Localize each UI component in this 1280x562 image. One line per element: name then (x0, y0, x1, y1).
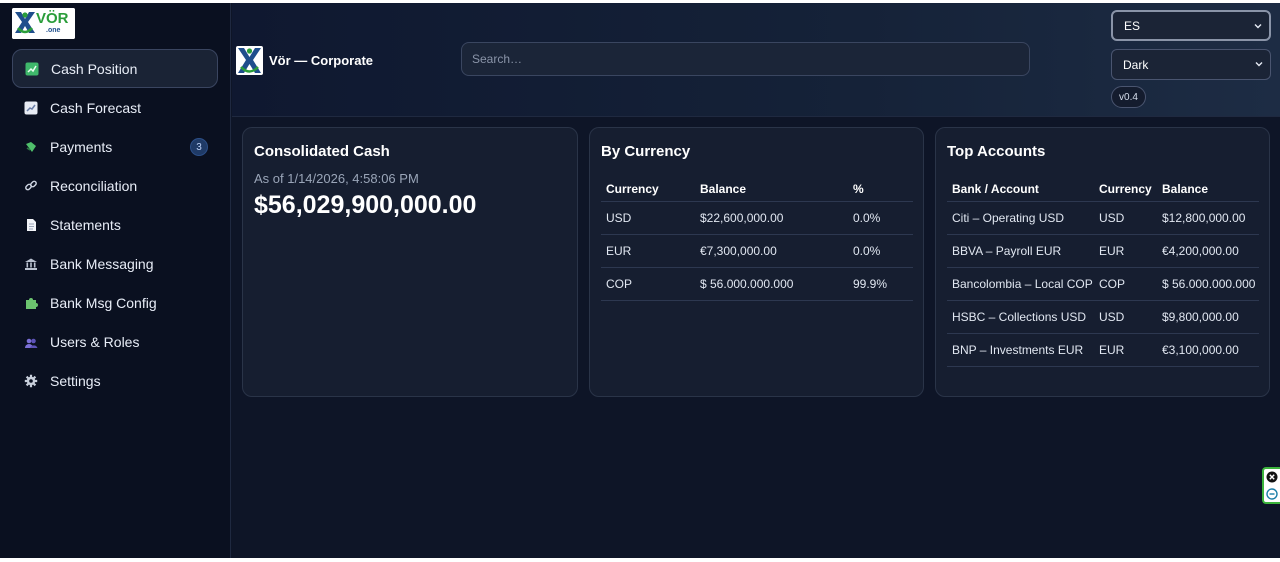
table-cell: USD (1094, 201, 1157, 235)
table-cell: 0.0% (848, 234, 913, 268)
table-cell: USD (1094, 300, 1157, 334)
table-cell: €3,100,000.00 (1157, 333, 1259, 367)
accounts-table: Bank / Account Currency Balance Citi – O… (947, 176, 1259, 367)
sidebar-item-label: Reconciliation (50, 177, 138, 194)
extension-icon[interactable] (1266, 488, 1278, 500)
sidebar-item-label: Cash Forecast (50, 99, 142, 116)
table-row: BBVA – Payroll EUR EUR €4,200,000.00 (947, 234, 1259, 268)
column-header: Currency (601, 176, 695, 202)
table-cell: COP (601, 267, 695, 301)
table-cell: EUR (1094, 234, 1157, 268)
app-window: VÖR .one Cash Position Cash Forecast Payme… (0, 3, 1280, 558)
table-cell: €4,200,000.00 (1157, 234, 1259, 268)
top-bar: Vör — Corporate ES Dark v0.4 (232, 3, 1280, 117)
floating-widget[interactable] (1262, 467, 1280, 504)
logo-subtext: .one (46, 27, 61, 34)
card-title: Top Accounts (947, 143, 1046, 160)
consolidated-amount: $56,029,900,000.00 (254, 191, 477, 219)
vor-logo[interactable]: VÖR .one (12, 8, 75, 39)
table-cell: $ 56.000.000.000 (1157, 267, 1259, 301)
table-cell: $9,800,000.00 (1157, 300, 1259, 334)
money-wings-icon (23, 139, 39, 155)
table-cell: BBVA – Payroll EUR (947, 234, 1094, 268)
sidebar-item-statements[interactable]: Statements (12, 205, 218, 244)
sidebar-item-settings[interactable]: Settings (12, 361, 218, 400)
theme-value: Dark (1123, 57, 1149, 72)
link-icon (23, 178, 39, 194)
consolidated-cash-card: Consolidated Cash As of 1/14/2026, 4:58:… (242, 127, 578, 397)
table-row: HSBC – Collections USD USD $9,800,000.00 (947, 300, 1259, 334)
currency-table: Currency Balance % USD $22,600,000.00 0.0%… (601, 176, 913, 301)
sidebar-item-cash-position[interactable]: Cash Position (12, 49, 218, 88)
table-cell: COP (1094, 267, 1157, 301)
search-input[interactable] (461, 42, 1030, 76)
sidebar: VÖR .one Cash Position Cash Forecast Payme… (0, 3, 231, 558)
table-row: Citi – Operating USD USD $12,800,000.00 (947, 201, 1259, 235)
table-cell: $ 56.000.000.000 (695, 267, 848, 301)
sidebar-item-label: Cash Position (51, 60, 138, 77)
by-currency-card: By Currency Currency Balance % USD $22,60… (589, 127, 924, 397)
sidebar-item-label: Bank Msg Config (50, 294, 157, 311)
sidebar-item-payments[interactable]: Payments 3 (12, 127, 218, 166)
table-cell: HSBC – Collections USD (947, 300, 1094, 334)
table-row: Bancolombia – Local COP COP $ 56.000.000.0… (947, 267, 1259, 301)
table-cell: $22,600,000.00 (695, 201, 848, 235)
puzzle-icon (23, 295, 39, 311)
table-cell: €7,300,000.00 (695, 234, 848, 268)
table-cell: EUR (1094, 333, 1157, 367)
as-of-timestamp: As of 1/14/2026, 4:58:06 PM (254, 171, 419, 186)
column-header: % (848, 176, 913, 202)
brand-logo-icon (236, 46, 263, 75)
count-badge: 3 (190, 138, 208, 156)
sidebar-item-reconciliation[interactable]: Reconciliation (12, 166, 218, 205)
brand-title: Vör — Corporate (269, 53, 374, 68)
chart-up-icon (24, 61, 40, 77)
table-cell: $12,800,000.00 (1157, 201, 1259, 235)
column-header: Bank / Account (947, 176, 1094, 202)
brand: Vör — Corporate (236, 46, 373, 75)
column-header: Balance (695, 176, 848, 202)
logo-text: VÖR (36, 10, 69, 27)
table-row: BNP – Investments EUR EUR €3,100,000.00 (947, 333, 1259, 367)
version-badge: v0.4 (1111, 86, 1146, 108)
table-cell: USD (601, 201, 695, 235)
top-accounts-card: Top Accounts Bank / Account Currency Bal… (935, 127, 1270, 397)
table-cell: BNP – Investments EUR (947, 333, 1094, 367)
sidebar-item-bank-messaging[interactable]: Bank Messaging (12, 244, 218, 283)
users-icon (23, 334, 39, 350)
table-row: COP $ 56.000.000.000 99.9% (601, 267, 913, 301)
table-cell: 99.9% (848, 267, 913, 301)
column-header: Currency (1094, 176, 1157, 202)
language-select[interactable]: ES (1111, 10, 1271, 41)
language-value: ES (1124, 18, 1141, 33)
table-cell: Bancolombia – Local COP (947, 267, 1094, 301)
table-row: USD $22,600,000.00 0.0% (601, 201, 913, 235)
card-title: By Currency (601, 143, 691, 160)
chart-line-icon (23, 100, 39, 116)
table-cell: Citi – Operating USD (947, 201, 1094, 235)
sidebar-item-bank-msg-config[interactable]: Bank Msg Config (12, 283, 218, 322)
gear-icon (23, 373, 39, 389)
sidebar-item-cash-forecast[interactable]: Cash Forecast (12, 88, 218, 127)
table-cell: EUR (601, 234, 695, 268)
sidebar-item-label: Statements (50, 216, 121, 233)
sidebar-nav: Cash Position Cash Forecast Payments 3 Recon… (12, 49, 218, 400)
chevron-down-icon (1254, 24, 1262, 29)
chevron-down-icon (1255, 62, 1263, 67)
bank-icon (23, 256, 39, 272)
sidebar-item-label: Settings (50, 372, 101, 389)
column-header: Balance (1157, 176, 1259, 202)
theme-select[interactable]: Dark (1111, 49, 1271, 80)
sidebar-item-users-and-roles[interactable]: Users & Roles (12, 322, 218, 361)
close-icon[interactable] (1266, 471, 1278, 483)
table-row: EUR €7,300,000.00 0.0% (601, 234, 913, 268)
sidebar-item-label: Users & Roles (50, 333, 140, 350)
table-cell: 0.0% (848, 201, 913, 235)
document-icon (23, 217, 39, 233)
card-title: Consolidated Cash (254, 143, 390, 160)
sidebar-item-label: Payments (50, 138, 113, 155)
sidebar-item-label: Bank Messaging (50, 255, 154, 272)
